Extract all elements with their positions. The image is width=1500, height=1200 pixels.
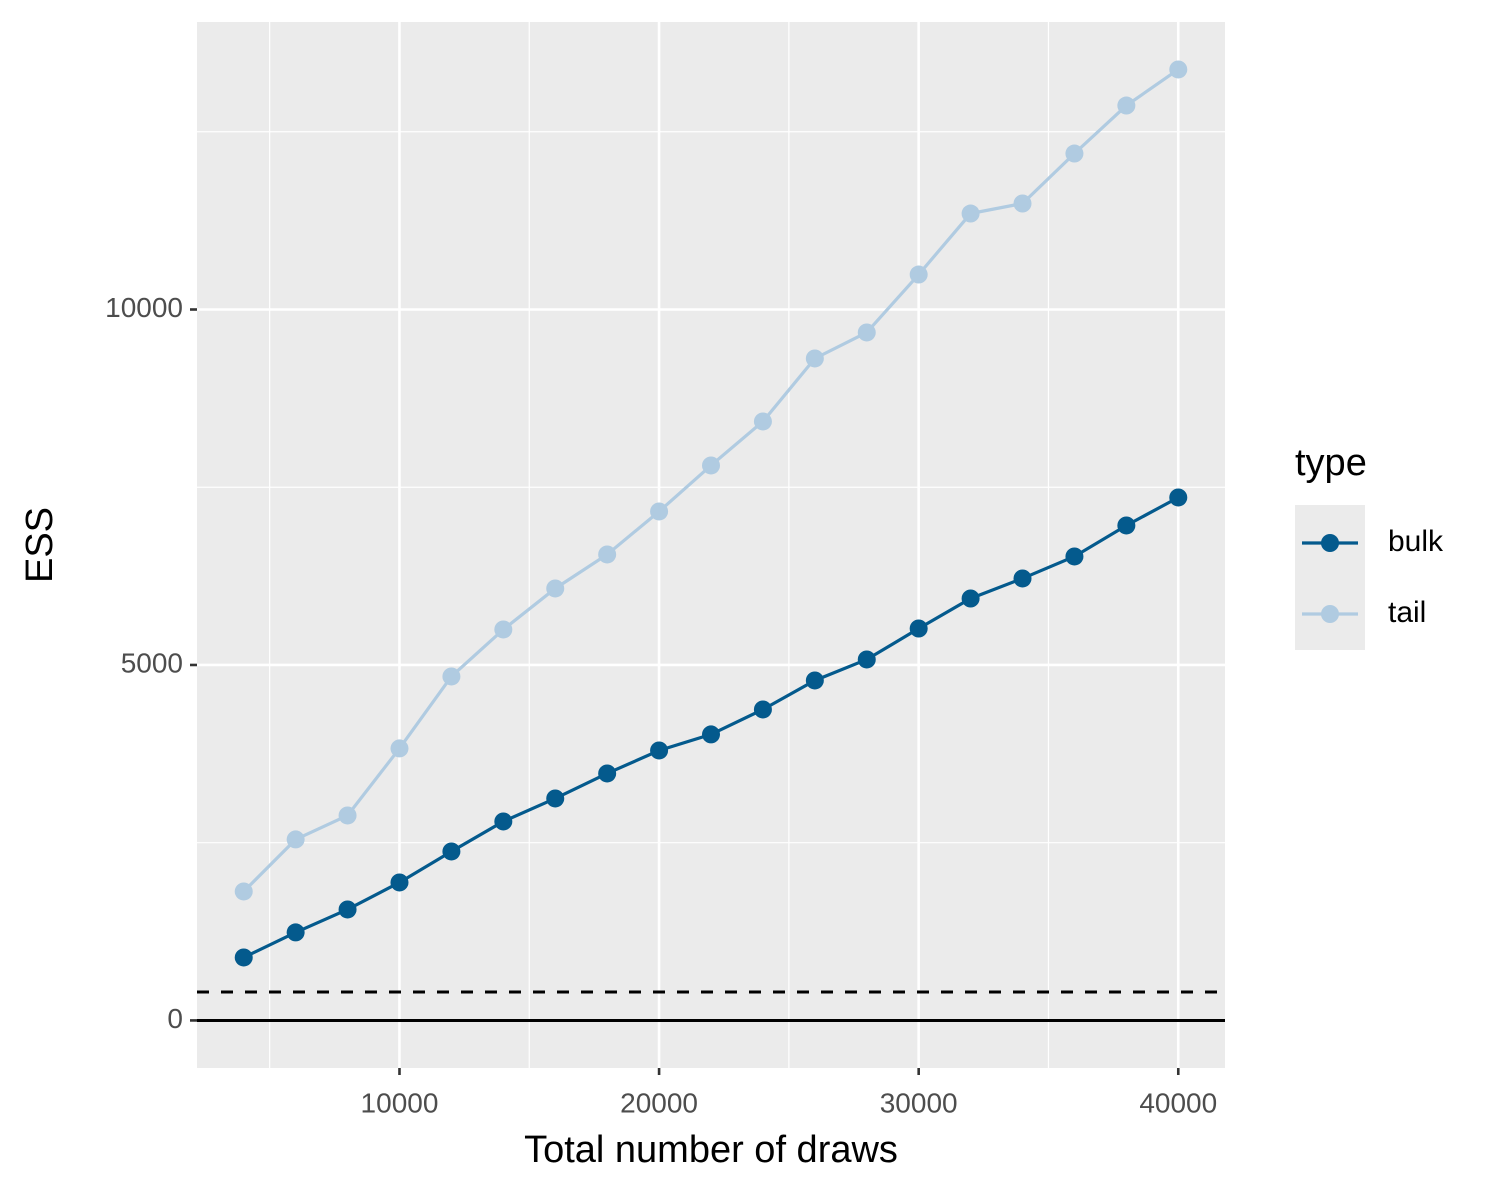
- point: [234, 948, 253, 967]
- point: [442, 667, 461, 686]
- legend-key-point: [1321, 534, 1339, 552]
- y-tick-label: 0: [167, 1003, 183, 1034]
- point: [338, 806, 357, 825]
- x-tick-label: 20000: [620, 1087, 698, 1118]
- point: [650, 502, 669, 521]
- x-tick-label: 40000: [1139, 1087, 1217, 1118]
- point: [961, 204, 980, 223]
- point: [286, 830, 305, 849]
- point: [702, 725, 720, 744]
- point: [753, 412, 772, 431]
- point: [494, 812, 513, 831]
- point: [494, 620, 513, 639]
- point: [1169, 488, 1188, 507]
- point: [650, 741, 669, 760]
- point: [1013, 194, 1032, 213]
- point: [546, 789, 565, 808]
- point: [1117, 516, 1136, 535]
- point: [1065, 144, 1084, 163]
- y-tick-label: 10000: [105, 292, 183, 323]
- point: [909, 619, 928, 638]
- point: [1013, 569, 1032, 588]
- legend-key-background: [1295, 505, 1365, 650]
- x-tick-label: 10000: [361, 1087, 439, 1118]
- point: [442, 842, 461, 861]
- point: [857, 650, 876, 669]
- point: [1065, 547, 1084, 566]
- legend-label: tail: [1388, 596, 1426, 629]
- legend-key-point: [1321, 605, 1339, 623]
- point: [1169, 60, 1188, 79]
- legend-title: type: [1295, 442, 1367, 484]
- y-axis-label: ESS: [19, 507, 61, 583]
- point: [857, 323, 876, 342]
- x-tick-label: 30000: [880, 1087, 958, 1118]
- point: [234, 882, 253, 901]
- point: [753, 700, 772, 719]
- point: [909, 265, 928, 284]
- y-tick-label: 5000: [121, 647, 183, 678]
- point: [1117, 96, 1136, 115]
- point: [390, 873, 409, 892]
- point: [598, 545, 617, 564]
- legend-label: bulk: [1388, 525, 1444, 558]
- point: [286, 923, 305, 942]
- point: [390, 739, 409, 758]
- point: [338, 900, 357, 919]
- point: [805, 671, 824, 690]
- point: [598, 764, 617, 783]
- point: [805, 349, 824, 368]
- point: [702, 456, 720, 475]
- panel: [197, 22, 1225, 1068]
- point: [546, 579, 565, 598]
- point: [961, 589, 980, 608]
- x-axis-label: Total number of draws: [524, 1129, 898, 1171]
